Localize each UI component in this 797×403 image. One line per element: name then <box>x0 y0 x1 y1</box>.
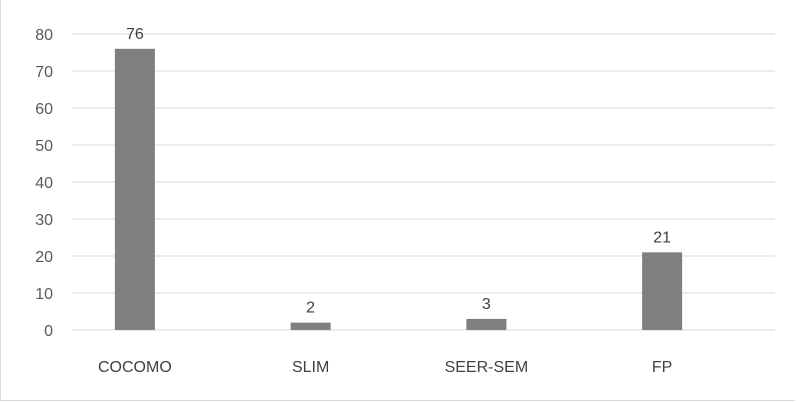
category-label-slim: SLIM <box>292 359 329 376</box>
bars <box>114 48 683 331</box>
y-tick-label-80: 80 <box>35 27 53 44</box>
y-tick-label-70: 70 <box>35 64 53 81</box>
data-label-seer-sem: 3 <box>482 296 491 313</box>
data-label-slim: 2 <box>306 300 315 317</box>
y-axis-tick-labels: 0 10 20 30 40 50 60 70 80 <box>35 27 53 340</box>
y-tick-label-0: 0 <box>44 323 53 340</box>
data-labels: 76 2 3 21 <box>126 26 671 317</box>
y-tick-label-50: 50 <box>35 138 53 155</box>
y-tick-label-20: 20 <box>35 249 53 266</box>
category-label-fp: FP <box>652 359 672 376</box>
category-label-cocomo: COCOMO <box>98 359 172 376</box>
y-tick-label-10: 10 <box>35 286 53 303</box>
gridlines <box>72 33 775 331</box>
bar-slim <box>290 322 331 330</box>
bar-cocomo <box>114 48 155 331</box>
y-tick-label-60: 60 <box>35 101 53 118</box>
bar-seer-sem <box>466 318 507 330</box>
y-tick-label-40: 40 <box>35 175 53 192</box>
data-label-cocomo: 76 <box>126 26 144 43</box>
category-label-seer-sem: SEER-SEM <box>445 359 529 376</box>
y-tick-label-30: 30 <box>35 212 53 229</box>
bar-fp <box>642 252 683 330</box>
x-axis-category-labels: COCOMO SLIM SEER-SEM FP <box>98 359 672 376</box>
data-label-fp: 21 <box>653 229 671 246</box>
